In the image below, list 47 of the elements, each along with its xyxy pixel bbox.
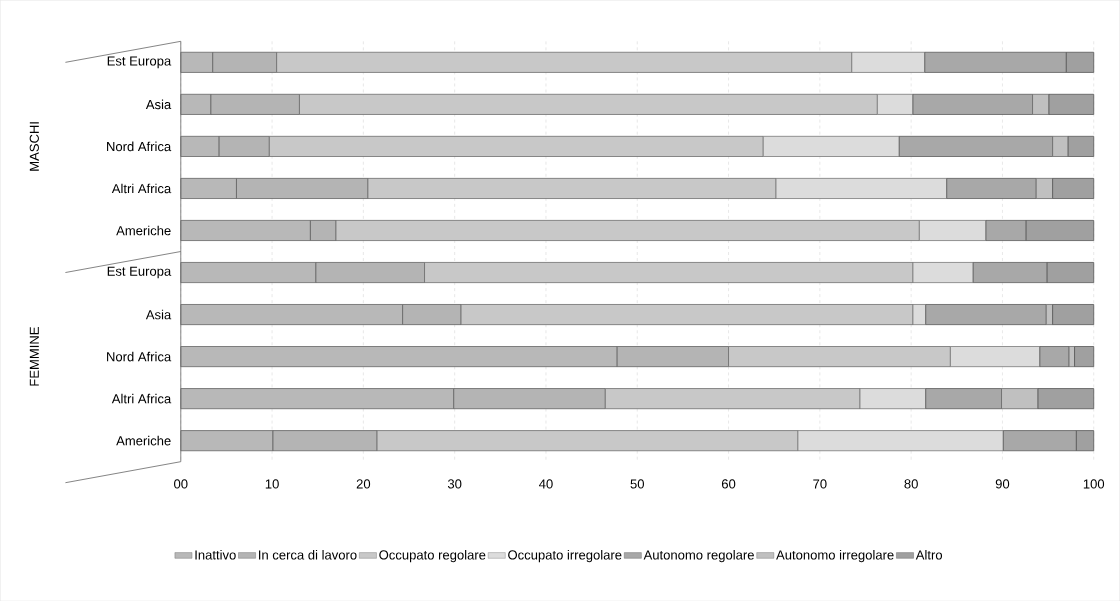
y-tick-label: Altri Africa [111,183,172,194]
bar [1067,135,1095,157]
x-tick-label: 20 [356,479,371,489]
x-tick-label: 100 [1083,479,1105,489]
x-tick-label: 00 [174,479,188,489]
legend-label: Inattivo [195,549,236,560]
y-tick-label: Asia [145,309,172,320]
legend-label: Altro [915,549,943,560]
legend-label: Occupato regolare [379,549,486,562]
text: MASCHI [29,122,39,171]
x-tick-label: 90 [995,479,1010,489]
legend-label: Autonomo regolare [643,549,754,562]
y-tick-label: Nord Africa [107,351,172,362]
bar [1052,177,1095,199]
bar [925,303,1047,325]
x-tick-label: 80 [904,479,918,489]
x-tick-label: 50 [630,479,644,489]
bar [1074,345,1095,367]
bar [1037,387,1095,409]
x-tick-label: 70 [813,479,827,489]
x-tick-label: 40 [539,479,553,489]
bar [898,135,1054,157]
legend-label: Occupato irregolare [508,549,622,562]
text: FEMMINE [29,326,39,386]
legend-label: In cerca di lavoro [259,549,357,560]
x-tick-label: 10 [265,479,279,489]
bar [1032,93,1050,115]
bar [1039,345,1070,367]
y-tick-label: Americhe [116,225,171,236]
y-tick-label: Est Europa [107,266,172,279]
legend-label: Autonomo irregolare [776,549,894,562]
x-tick-label: 30 [447,479,462,489]
y-tick-label: Asia [145,99,172,110]
y-tick-label: Altri Africa [111,393,172,404]
bar [925,387,1002,409]
bar [1052,303,1095,325]
bar [1048,93,1095,115]
y-tick-label: Americhe [116,435,171,446]
bar [912,93,1033,115]
bar [1068,345,1075,367]
y-tick-label: Nord Africa [107,141,172,152]
bar [1001,387,1039,409]
bar [1035,177,1054,199]
y-tick-label: Est Europa [107,56,172,69]
bar [1052,135,1069,157]
bar [946,177,1037,199]
x-tick-label: 60 [721,479,736,489]
